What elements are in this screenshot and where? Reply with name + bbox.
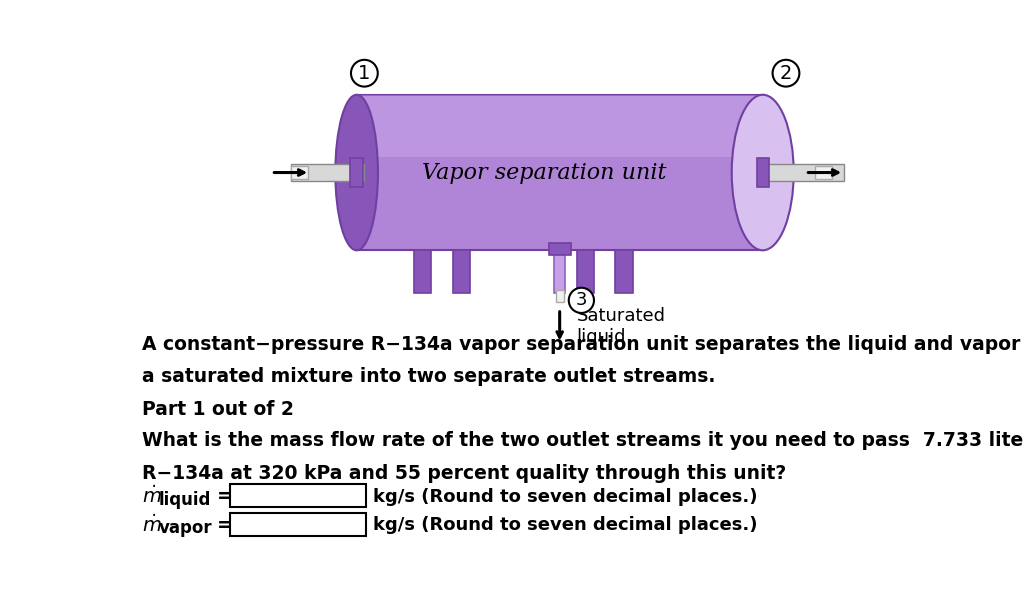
Ellipse shape [335, 95, 378, 250]
Text: Vapor separation unit: Vapor separation unit [422, 162, 667, 184]
Text: 2: 2 [780, 63, 793, 83]
Bar [577, 250, 594, 293]
Text: $\dot{m}$: $\dot{m}$ [142, 486, 162, 508]
Text: $\dot{m}$: $\dot{m}$ [142, 514, 162, 536]
Text: a saturated mixture into two separate outlet streams.: a saturated mixture into two separate ou… [142, 367, 716, 386]
Text: vapor: vapor [159, 519, 213, 537]
Bar [453, 250, 470, 293]
Bar [554, 250, 565, 293]
Text: A constant−pressure R−134a vapor separation unit separates the liquid and vapor : A constant−pressure R−134a vapor separat… [142, 335, 1024, 354]
Bar [230, 484, 366, 508]
Text: =: = [217, 487, 233, 506]
Bar [815, 165, 833, 179]
Bar [759, 164, 844, 181]
Bar [356, 95, 763, 157]
Bar [350, 158, 362, 187]
Ellipse shape [732, 95, 794, 250]
Bar [356, 95, 763, 250]
Text: kg/s (Round to seven decimal places.): kg/s (Round to seven decimal places.) [373, 516, 758, 534]
Text: 3: 3 [575, 292, 587, 309]
Text: =: = [217, 515, 233, 535]
Text: kg/s (Round to seven decimal places.): kg/s (Round to seven decimal places.) [373, 488, 758, 506]
Text: liquid: liquid [159, 491, 211, 509]
Bar [291, 164, 365, 181]
Text: Part 1 out of 2: Part 1 out of 2 [142, 400, 294, 420]
Text: What is the mass flow rate of the two outlet streams it you need to pass  7.733 : What is the mass flow rate of the two ou… [142, 431, 1024, 450]
Bar [615, 250, 633, 293]
Text: R−134a at 320 kPa and 55 percent quality through this unit?: R−134a at 320 kPa and 55 percent quality… [142, 464, 786, 483]
Bar [757, 158, 769, 187]
Text: 1: 1 [358, 63, 371, 83]
Bar [230, 513, 366, 536]
Bar [556, 290, 563, 302]
Bar [291, 165, 308, 179]
Bar [414, 250, 431, 293]
Bar [549, 243, 570, 255]
Text: Saturated
liquid: Saturated liquid [577, 307, 666, 346]
